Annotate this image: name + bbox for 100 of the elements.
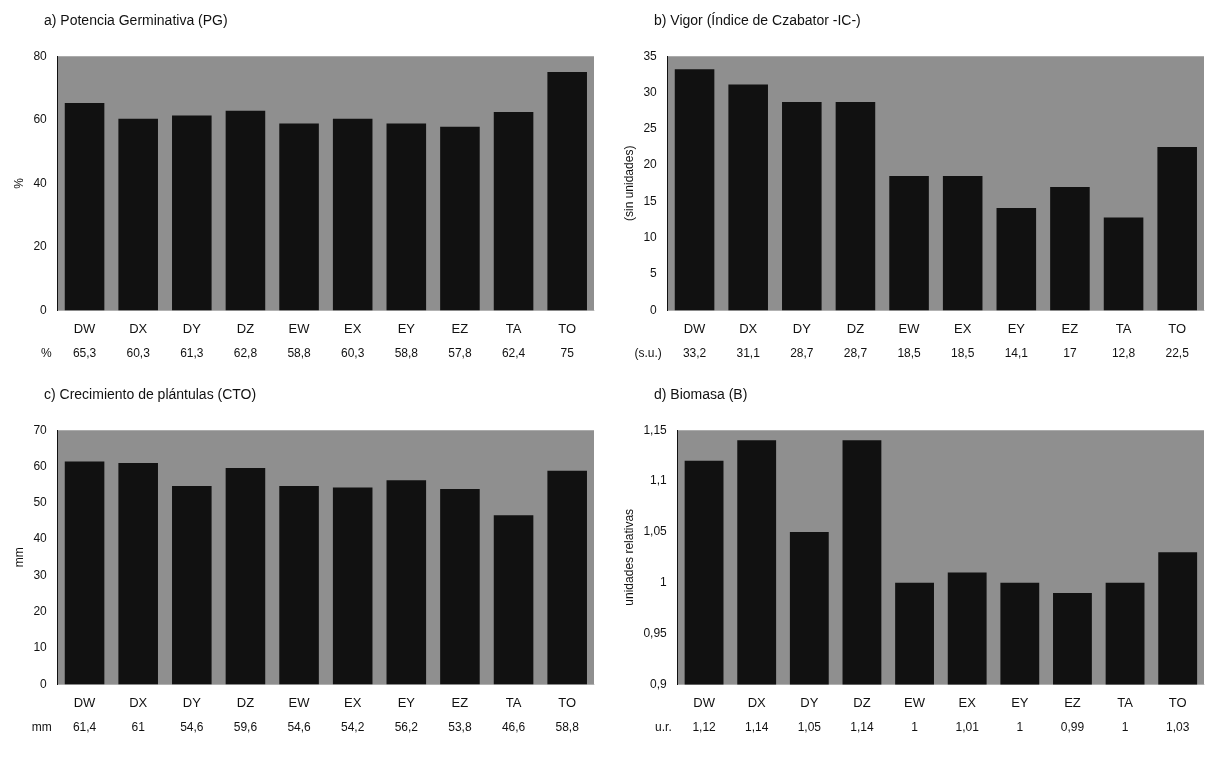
- data-label: 60,3: [126, 346, 151, 361]
- data-label: 1,01: [955, 720, 980, 735]
- y-tick-label: 60: [33, 112, 48, 127]
- data-label: 1,14: [850, 720, 874, 735]
- data-label: 62,4: [501, 346, 526, 361]
- chart-title: c) Crecimiento de plántulas (CTO): [43, 385, 258, 404]
- bar: [64, 461, 105, 685]
- text: %: [41, 346, 53, 361]
- data-label: 54,6: [180, 720, 204, 735]
- data-label: 46,6: [501, 720, 526, 735]
- x-tick-label: DX: [129, 320, 148, 336]
- data-label: 58,8: [394, 346, 419, 361]
- x-tick-label: TO: [558, 320, 577, 336]
- y-tick-label: 1,15: [643, 422, 668, 437]
- data-label: 54,6: [287, 720, 312, 735]
- y-axis-title: mm: [11, 547, 26, 568]
- data-label: 12,8: [1111, 346, 1136, 361]
- data-label: 1,12: [692, 720, 717, 735]
- y-tick-label: 70: [33, 422, 48, 437]
- x-tick-label: DZ: [236, 694, 255, 710]
- y-tick-label: 25: [643, 121, 658, 136]
- x-tick-label: EX: [954, 320, 972, 336]
- y-tick-label: 0: [40, 676, 48, 691]
- y-tick-label: 30: [33, 567, 48, 582]
- x-tick-label: EW: [904, 694, 926, 710]
- data-label: 33,2: [682, 346, 707, 361]
- y-tick-label: 10: [33, 640, 48, 655]
- data-label: 18,5: [897, 346, 922, 361]
- data-label: 1,14: [745, 720, 769, 735]
- bar: [674, 69, 715, 311]
- chart-title: a) Potencia Germinativa (PG): [43, 11, 229, 30]
- data-label: 61,4: [72, 720, 97, 735]
- data-label: 54,2: [341, 720, 365, 735]
- data-label: 58,8: [287, 346, 312, 361]
- data-label: 65,3: [72, 346, 97, 361]
- bar: [225, 467, 266, 685]
- x-tick-label: DX: [129, 694, 148, 710]
- bar: [1050, 186, 1090, 311]
- y-tick-label: 20: [33, 604, 48, 619]
- text: mm: [31, 720, 52, 735]
- y-tick-label: 30: [643, 84, 658, 99]
- x-tick-label: DY: [792, 320, 812, 336]
- x-tick-label: DX: [739, 320, 758, 336]
- bar: [493, 112, 534, 311]
- x-tick-label: EW: [898, 320, 921, 336]
- bar: [172, 486, 212, 685]
- chart-title: b) Vigor (Índice de Czabator -IC-): [653, 11, 862, 30]
- bar: [118, 462, 158, 685]
- x-tick-label: EX: [344, 320, 362, 336]
- y-tick-label: 40: [33, 175, 48, 190]
- x-tick-label: DW: [683, 320, 707, 336]
- x-tick-label: TO: [558, 694, 577, 710]
- x-tick-label: DY: [800, 694, 819, 710]
- x-tick-label: TO: [1168, 694, 1187, 710]
- x-tick-label: EX: [958, 694, 977, 710]
- y-tick-label: 60: [33, 458, 48, 473]
- x-tick-label: DZ: [846, 320, 865, 336]
- data-label: 22,5: [1165, 346, 1190, 361]
- y-tick-label: 0,95: [643, 625, 668, 640]
- bar: [996, 207, 1037, 311]
- x-tick-label: EY: [397, 320, 416, 336]
- data-label: 59,6: [233, 720, 258, 735]
- bar: [440, 489, 480, 685]
- y-tick-label: 10: [643, 230, 658, 245]
- x-tick-label: TA: [1115, 320, 1132, 336]
- x-tick-label: DW: [73, 694, 97, 710]
- bar: [440, 126, 480, 311]
- y-tick-label: 1: [660, 575, 668, 590]
- bar: [279, 123, 319, 311]
- y-tick-label: 0: [650, 302, 658, 317]
- x-tick-label: EW: [288, 694, 311, 710]
- x-tick-label: EY: [1011, 694, 1029, 710]
- data-label: 28,7: [790, 346, 814, 361]
- y-tick-label: 15: [643, 193, 658, 208]
- bar: [279, 486, 319, 685]
- y-tick-label: 50: [33, 495, 48, 510]
- x-tick-label: DZ: [853, 694, 871, 710]
- data-label: 53,8: [448, 720, 472, 735]
- x-tick-label: DY: [182, 694, 202, 710]
- bar: [942, 176, 983, 311]
- x-tick-label: TA: [505, 694, 522, 710]
- y-tick-label: 1,05: [643, 524, 668, 539]
- text: u.r.: [655, 720, 672, 735]
- bar: [386, 123, 427, 311]
- x-tick-label: EZ: [451, 694, 469, 710]
- data-label: 62,8: [233, 346, 258, 361]
- x-tick-label: EY: [397, 694, 416, 710]
- bar: [782, 101, 822, 311]
- data-label: 58,8: [555, 720, 580, 735]
- data-label: 1: [1016, 720, 1024, 735]
- chart-title: d) Biomasa (B): [653, 385, 749, 404]
- data-label: 0,99: [1060, 720, 1085, 735]
- x-tick-label: EY: [1007, 320, 1026, 336]
- y-tick-label: 20: [33, 239, 48, 254]
- x-tick-label: EZ: [1064, 694, 1081, 710]
- y-tick-label: 35: [643, 48, 658, 63]
- x-tick-label: DY: [182, 320, 202, 336]
- y-axis-title: %: [11, 177, 26, 189]
- y-tick-label: 40: [33, 531, 48, 546]
- data-label: 1,05: [797, 720, 822, 735]
